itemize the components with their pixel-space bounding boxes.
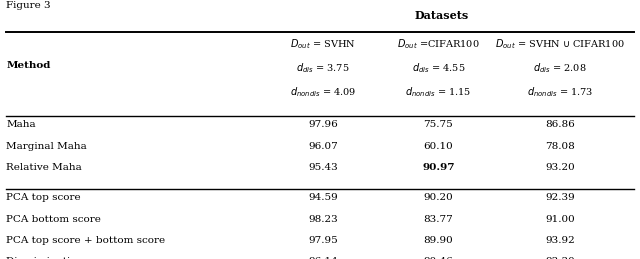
Text: 90.20: 90.20 — [424, 193, 453, 203]
Text: 97.96: 97.96 — [308, 120, 338, 130]
Text: 91.00: 91.00 — [545, 215, 575, 224]
Text: $D_{out}$ = SVHN $\cup$ CIFAR100: $D_{out}$ = SVHN $\cup$ CIFAR100 — [495, 37, 625, 51]
Text: 95.43: 95.43 — [308, 163, 338, 172]
Text: 83.77: 83.77 — [424, 215, 453, 224]
Text: $d_{nondis}$ = 4.09: $d_{nondis}$ = 4.09 — [290, 85, 356, 99]
Text: 89.90: 89.90 — [424, 236, 453, 245]
Text: 75.75: 75.75 — [424, 120, 453, 130]
Text: 98.23: 98.23 — [308, 215, 338, 224]
Text: 97.95: 97.95 — [308, 236, 338, 245]
Text: PCA top score: PCA top score — [6, 193, 81, 203]
Text: PCA bottom score: PCA bottom score — [6, 215, 101, 224]
Text: 94.59: 94.59 — [308, 193, 338, 203]
Text: 86.86: 86.86 — [545, 120, 575, 130]
Text: $D_{out}$ = SVHN: $D_{out}$ = SVHN — [291, 37, 356, 51]
Text: Datasets: Datasets — [415, 10, 468, 21]
Text: 60.10: 60.10 — [424, 142, 453, 151]
Text: 96.14: 96.14 — [308, 257, 338, 259]
Text: $d_{dis}$ = 2.08: $d_{dis}$ = 2.08 — [533, 61, 587, 75]
Text: 93.20: 93.20 — [545, 163, 575, 172]
Text: Method: Method — [6, 61, 51, 70]
Text: PCA top score + bottom score: PCA top score + bottom score — [6, 236, 166, 245]
Text: 90.97: 90.97 — [422, 163, 454, 172]
Text: 93.30: 93.30 — [545, 257, 575, 259]
Text: Discriminative score: Discriminative score — [6, 257, 115, 259]
Text: 93.92: 93.92 — [545, 236, 575, 245]
Text: Relative Maha: Relative Maha — [6, 163, 82, 172]
Text: $d_{dis}$ = 4.55: $d_{dis}$ = 4.55 — [412, 61, 465, 75]
Text: 90.46: 90.46 — [424, 257, 453, 259]
Text: $d_{nondis}$ = 1.73: $d_{nondis}$ = 1.73 — [527, 85, 593, 99]
Text: Maha: Maha — [6, 120, 36, 130]
Text: Marginal Maha: Marginal Maha — [6, 142, 87, 151]
Text: $d_{dis}$ = 3.75: $d_{dis}$ = 3.75 — [296, 61, 350, 75]
Text: 78.08: 78.08 — [545, 142, 575, 151]
Text: Figure 3: Figure 3 — [6, 1, 51, 10]
Text: $D_{out}$ =CIFAR100: $D_{out}$ =CIFAR100 — [397, 37, 480, 51]
Text: 96.07: 96.07 — [308, 142, 338, 151]
Text: $d_{nondis}$ = 1.15: $d_{nondis}$ = 1.15 — [405, 85, 472, 99]
Text: 92.39: 92.39 — [545, 193, 575, 203]
